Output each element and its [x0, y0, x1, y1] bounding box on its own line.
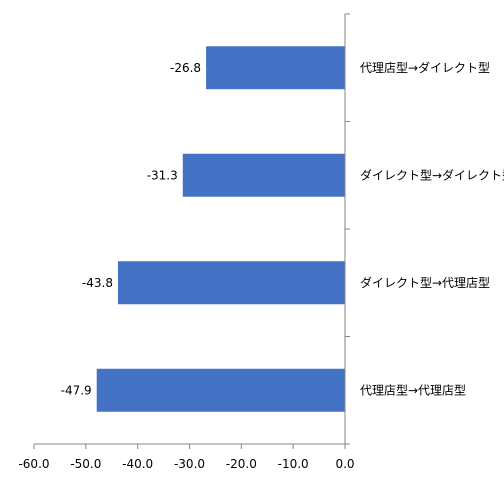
data-label: -43.8: [82, 276, 113, 290]
bar: [182, 153, 345, 197]
x-tick-label: -40.0: [122, 457, 153, 471]
data-labels-group: -26.8 -31.3 -43.8 -47.9: [61, 61, 201, 398]
x-tick-label: -20.0: [226, 457, 257, 471]
category-label: ダイレクト型→ダイレクト型: [360, 167, 504, 182]
data-label: -31.3: [147, 168, 178, 182]
bar: [206, 46, 345, 90]
x-tick-label: -60.0: [18, 457, 49, 471]
y-ticks-group: [345, 13, 350, 445]
category-label: 代理店型→ダイレクト型: [360, 60, 490, 75]
bar: [117, 261, 345, 305]
x-ticks-group: -60.0 -50.0 -40.0 -30.0 -20.0 -10.0 0.0: [18, 444, 355, 471]
x-tick-label: 0.0: [335, 457, 354, 471]
category-labels-group: 代理店型→ダイレクト型ダイレクト型→ダイレクト型ダイレクト型→代理店型代理店型→…: [360, 60, 504, 398]
category-label: 代理店型→代理店型: [360, 383, 466, 397]
bars-group: [96, 46, 346, 412]
bar: [96, 368, 346, 412]
category-label: ダイレクト型→代理店型: [360, 275, 490, 290]
data-label: -26.8: [170, 61, 201, 75]
data-label: -47.9: [61, 383, 92, 397]
x-tick-label: -50.0: [70, 457, 101, 471]
x-tick-label: -30.0: [174, 457, 205, 471]
x-tick-label: -10.0: [278, 457, 309, 471]
